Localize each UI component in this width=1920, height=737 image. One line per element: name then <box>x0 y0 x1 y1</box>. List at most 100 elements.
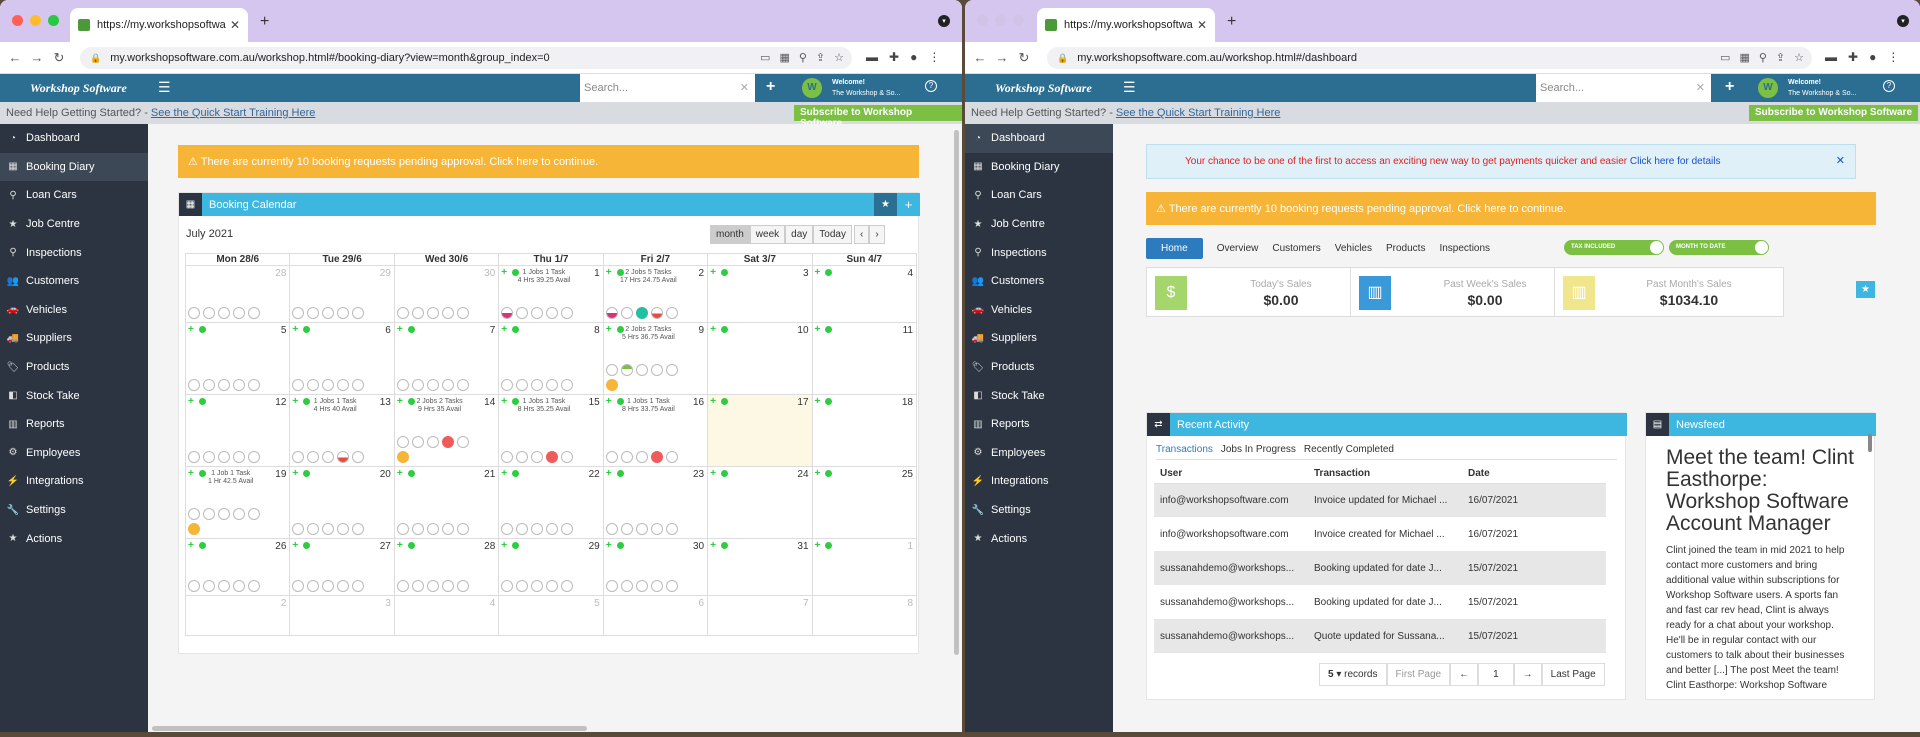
calendar-day-cell[interactable]: 1 + <box>811 538 918 596</box>
slot-indicator[interactable] <box>426 523 439 535</box>
close-window-button[interactable] <box>977 15 988 26</box>
slot-indicator[interactable] <box>650 307 663 319</box>
slot-indicator[interactable] <box>203 451 215 463</box>
profile-menu-icon[interactable]: ▾ <box>1897 15 1909 27</box>
calendar-day-cell[interactable]: 15 +1 Jobs 1 Task 8 Hrs 35.25 Avail <box>498 394 604 467</box>
slot-indicator[interactable] <box>561 451 574 463</box>
next-page-button[interactable]: → <box>1513 663 1542 686</box>
slot-indicator[interactable] <box>188 523 200 535</box>
tab-transactions[interactable]: Transactions <box>1156 444 1213 455</box>
calendar-day-cell[interactable]: 17 + <box>707 394 813 467</box>
slot-indicator[interactable] <box>218 307 230 319</box>
menu-toggle-icon[interactable]: ☰ <box>158 79 171 95</box>
slot-indicator[interactable] <box>456 523 469 535</box>
table-row[interactable]: info@workshopsoftware.com Invoice updated… <box>1154 483 1606 517</box>
column-header[interactable]: User <box>1154 465 1308 484</box>
slot-indicator[interactable] <box>456 580 469 592</box>
slot-indicator[interactable] <box>233 451 245 463</box>
slot-indicator[interactable] <box>531 523 544 535</box>
sidebar-item-dashboard[interactable]: ◔ Dashboard <box>0 124 148 153</box>
calendar-day-cell[interactable]: 30 + <box>602 538 709 596</box>
calendar-day-cell[interactable]: 3 + <box>707 265 813 323</box>
page-size-select[interactable]: 5 ▾ records <box>1319 663 1387 686</box>
month-to-date-toggle[interactable]: MONTH TO DATE <box>1669 240 1769 255</box>
calendar-day-cell[interactable]: 7 <box>707 595 813 636</box>
calendar-day-cell[interactable]: 21 + <box>393 466 500 539</box>
favourite-star-icon[interactable]: ★ <box>1856 281 1875 298</box>
slot-indicator[interactable] <box>426 307 439 319</box>
add-booking-icon[interactable]: + <box>606 268 624 278</box>
calendar-day-cell[interactable]: 5 + <box>184 322 291 395</box>
slot-indicator[interactable] <box>605 523 618 535</box>
slot-indicator[interactable] <box>322 580 335 592</box>
qr-icon[interactable]: ▦ <box>779 52 790 64</box>
address-bar[interactable]: 🔒 my.workshopsoftware.com.au/workshop.ht… <box>80 47 852 69</box>
table-row[interactable]: sussanahdemo@workshops... Quote updated f… <box>1154 619 1606 653</box>
slot-indicator[interactable] <box>635 523 648 535</box>
slot-indicator[interactable] <box>665 307 678 319</box>
add-booking-icon[interactable]: + <box>188 469 206 479</box>
calendar-day-cell[interactable]: 13 +1 Jobs 1 Task 4 Hrs 40 Avail <box>289 394 395 467</box>
calendar-day-cell[interactable]: 12 + <box>184 394 291 467</box>
add-booking-icon[interactable]: + <box>501 469 520 479</box>
slot-indicator[interactable] <box>665 523 678 535</box>
slot-indicator[interactable] <box>307 307 320 319</box>
slot-indicator[interactable] <box>292 451 305 463</box>
calendar-day-cell[interactable]: 4 <box>393 595 500 636</box>
slot-indicator[interactable] <box>531 580 544 592</box>
slot-indicator[interactable] <box>635 364 648 376</box>
slot-indicator[interactable] <box>620 523 633 535</box>
slot-indicator[interactable] <box>337 523 350 535</box>
first-page-button[interactable]: First Page <box>1386 663 1451 686</box>
sidebar-item-employees[interactable]: ⚙ Employees <box>0 439 148 468</box>
slot-indicator[interactable] <box>561 307 574 319</box>
slot-indicator[interactable] <box>233 508 245 520</box>
slot-indicator[interactable] <box>248 580 260 592</box>
slot-indicator[interactable] <box>322 379 335 391</box>
forward-icon[interactable]: → <box>30 50 44 65</box>
add-booking-icon[interactable]: + <box>710 541 728 551</box>
add-new-button[interactable]: + <box>1725 78 1735 95</box>
sidebar-item-booking-diary[interactable]: ▦ Booking Diary <box>0 152 148 182</box>
subscribe-button[interactable]: Subscribe to Workshop Software <box>1749 105 1919 121</box>
slot-indicator[interactable] <box>561 523 574 535</box>
next-month-button[interactable]: › <box>869 225 885 244</box>
slot-indicator[interactable] <box>322 451 335 463</box>
slot-indicator[interactable] <box>620 307 633 319</box>
slot-indicator[interactable] <box>605 379 618 391</box>
slot-indicator[interactable] <box>605 451 618 463</box>
maximize-window-button[interactable] <box>1013 15 1024 26</box>
slot-indicator[interactable] <box>561 580 574 592</box>
reload-icon[interactable]: ↻ <box>1018 49 1030 65</box>
slot-indicator[interactable] <box>546 307 559 319</box>
calendar-day-cell[interactable]: 2 +2 Jobs 5 Tasks 17 Hrs 24.75 Avail <box>602 265 709 323</box>
slot-indicator[interactable] <box>352 307 365 319</box>
qr-icon[interactable]: ▦ <box>1739 52 1750 64</box>
add-booking-icon[interactable]: + <box>397 541 415 551</box>
calendar-day-cell[interactable]: 11 + <box>811 322 918 395</box>
add-booking-icon[interactable]: + <box>292 397 311 407</box>
slot-indicator[interactable] <box>605 364 618 376</box>
slot-indicator[interactable] <box>411 523 424 535</box>
add-booking-icon[interactable]: + <box>188 541 206 551</box>
calendar-day-cell[interactable]: 23 + <box>602 466 709 539</box>
sidebar-item-loan-cars[interactable]: ⚲ Loan Cars <box>965 181 1113 210</box>
more-menu-icon[interactable]: ⋮ <box>928 50 941 64</box>
vertical-scrollbar[interactable] <box>954 130 959 655</box>
calendar-day-cell[interactable]: 1 +1 Jobs 1 Task 4 Hrs 39.25 Avail <box>498 265 604 323</box>
slot-indicator[interactable] <box>337 451 350 463</box>
slot-indicator[interactable] <box>426 436 439 448</box>
slot-indicator[interactable] <box>546 580 559 592</box>
sidebar-item-dashboard[interactable]: ◔ Dashboard <box>965 124 1113 153</box>
calendar-day-cell[interactable]: 8 + <box>498 322 604 395</box>
sidebar-item-inspections[interactable]: ⚲ Inspections <box>0 238 148 267</box>
table-row[interactable]: info@workshopsoftware.com Invoice created… <box>1154 517 1606 551</box>
slot-indicator[interactable] <box>635 451 648 463</box>
slot-indicator[interactable] <box>307 580 320 592</box>
add-booking-icon[interactable]: + <box>710 397 728 407</box>
calendar-day-cell[interactable]: 29 <box>289 265 395 323</box>
address-bar[interactable]: 🔒 my.workshopsoftware.com.au/workshop.ht… <box>1047 47 1812 69</box>
news-heading[interactable]: Meet the team! Clint Easthorpe: Workshop… <box>1666 446 1854 535</box>
sidebar-item-job-centre[interactable]: ★ Job Centre <box>0 210 148 239</box>
slot-indicator[interactable] <box>248 451 260 463</box>
